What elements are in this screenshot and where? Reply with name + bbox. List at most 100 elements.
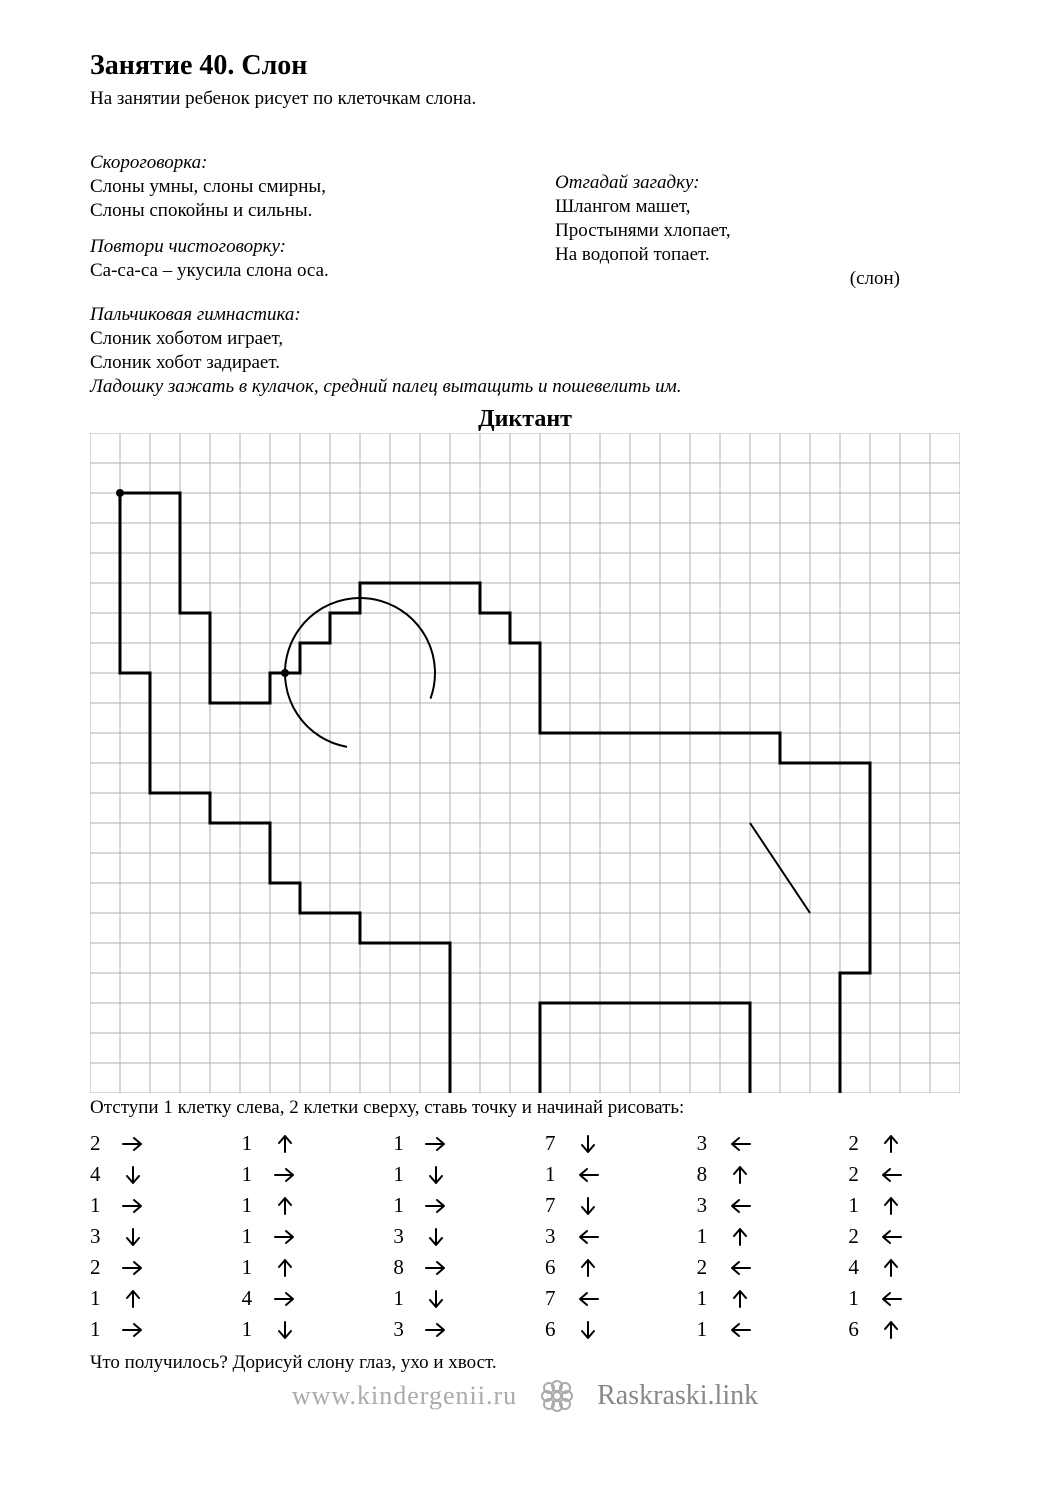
step-number: 8 [697,1162,717,1187]
arrow-left-icon [727,1321,753,1339]
arrow-up-icon [878,1259,904,1277]
step-cell: 4 [848,1253,960,1282]
step-number: 2 [697,1255,717,1280]
step-cell: 2 [848,1160,960,1189]
step-cell: 7 [545,1191,657,1220]
step-cell: 1 [697,1222,809,1251]
step-cell: 4 [242,1284,354,1313]
arrow-up-icon [272,1259,298,1277]
step-cell: 2 [697,1253,809,1282]
palchik-line-1: Слоник хоботом играет, [90,328,960,350]
arrow-right-icon [120,1321,146,1339]
step-number: 2 [90,1131,110,1156]
step-cell: 1 [393,1191,505,1220]
drawing-instruction: Отступи 1 клетку слева, 2 клетки сверху,… [90,1097,960,1119]
arrow-left-icon [878,1290,904,1308]
step-cell: 1 [848,1284,960,1313]
step-cell: 1 [393,1160,505,1189]
palchik-head: Пальчиковая гимнастика: [90,304,960,326]
step-number: 1 [697,1224,717,1249]
step-number: 3 [697,1131,717,1156]
step-number: 2 [848,1224,868,1249]
watermark-1: www.kindergenii.ru [292,1381,517,1411]
step-number: 1 [393,1162,413,1187]
arrow-up-icon [272,1197,298,1215]
arrow-left-icon [727,1259,753,1277]
arrow-down-icon [120,1228,146,1246]
palchik-instruction: Ладошку зажать в кулачок, средний палец … [90,376,960,398]
skorogovorka-line-2: Слоны спокойны и сильны. [90,200,495,222]
step-number: 1 [90,1317,110,1342]
arrow-up-icon [120,1290,146,1308]
step-number: 1 [393,1286,413,1311]
step-number: 1 [545,1162,565,1187]
arrow-right-icon [423,1197,449,1215]
step-cell: 1 [90,1284,202,1313]
arrow-left-icon [878,1228,904,1246]
step-number: 1 [242,1255,262,1280]
step-number: 3 [545,1224,565,1249]
step-number: 3 [697,1193,717,1218]
step-number: 1 [242,1131,262,1156]
arrow-left-icon [575,1228,601,1246]
step-number: 3 [393,1224,413,1249]
step-cell: 1 [90,1191,202,1220]
step-cell: 2 [90,1253,202,1282]
step-number: 1 [242,1224,262,1249]
step-cell: 6 [545,1253,657,1282]
arrow-right-icon [272,1228,298,1246]
step-cell: 1 [545,1160,657,1189]
arrow-right-icon [120,1259,146,1277]
zagadka-head: Отгадай загадку: [555,172,960,194]
step-number: 6 [545,1317,565,1342]
step-cell: 1 [242,1191,354,1220]
step-cell: 1 [393,1129,505,1158]
arrow-right-icon [272,1166,298,1184]
step-number: 1 [242,1162,262,1187]
step-cell: 7 [545,1284,657,1313]
step-cell: 7 [545,1129,657,1158]
skorogovorka-head: Скороговорка: [90,152,495,174]
step-cell: 1 [242,1129,354,1158]
step-cell: 8 [393,1253,505,1282]
step-number: 3 [90,1224,110,1249]
palchik-line-2: Слоник хобот задирает. [90,352,960,374]
arrow-right-icon [272,1290,298,1308]
arrow-down-icon [575,1197,601,1215]
zagadka-line-3: На водопой топает. [555,244,960,266]
arrow-up-icon [575,1259,601,1277]
arrow-right-icon [423,1135,449,1153]
chistogovorka-line: Са-са-са – укусила слона оса. [90,260,495,282]
step-number: 2 [848,1131,868,1156]
arrow-down-icon [120,1166,146,1184]
step-number: 7 [545,1131,565,1156]
step-cell: 3 [545,1222,657,1251]
arrow-right-icon [423,1321,449,1339]
zagadka-line-1: Шлангом машет, [555,196,960,218]
chistogovorka-head: Повтори чистоговорку: [90,236,495,258]
step-cell: 4 [90,1160,202,1189]
step-cell: 1 [848,1191,960,1220]
zagadka-answer: (слон) [555,268,960,290]
arrow-left-icon [727,1135,753,1153]
step-number: 1 [90,1286,110,1311]
step-number: 1 [393,1131,413,1156]
arrow-down-icon [423,1228,449,1246]
arrow-left-icon [727,1197,753,1215]
step-number: 1 [848,1193,868,1218]
step-number: 1 [242,1193,262,1218]
step-cell: 2 [848,1129,960,1158]
arrow-up-icon [727,1166,753,1184]
step-cell: 3 [393,1222,505,1251]
watermark-row: www.kindergenii.ru Raskraski.link [90,1376,960,1416]
step-cell: 6 [848,1315,960,1344]
arrow-left-icon [575,1166,601,1184]
arrow-up-icon [727,1290,753,1308]
arrow-up-icon [878,1135,904,1153]
page-subtitle: На занятии ребенок рисует по клеточкам с… [90,88,960,110]
step-cell: 2 [848,1222,960,1251]
step-number: 4 [848,1255,868,1280]
step-cell: 1 [90,1315,202,1344]
steps-grid: 2117324111821117313133122186241417111136… [90,1129,960,1344]
arrow-left-icon [878,1166,904,1184]
